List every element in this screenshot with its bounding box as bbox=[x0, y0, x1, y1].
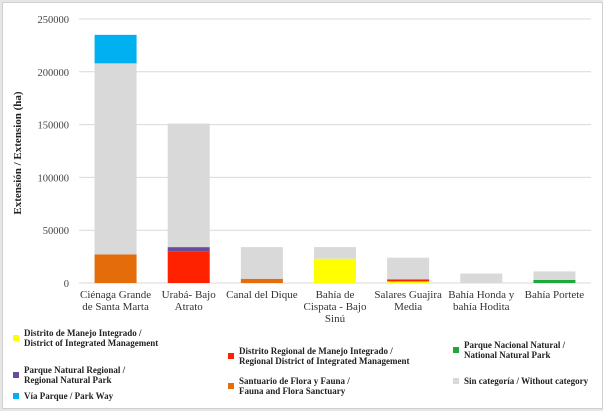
x-category-label: Ciénaga Grande de Santa Marta bbox=[80, 289, 151, 313]
legend-label: Vía Parque / Park Way bbox=[24, 391, 114, 401]
legend-label: Parque Nacional Natural / National Natur… bbox=[464, 340, 566, 360]
bar-segment bbox=[167, 247, 210, 252]
legend-item: Parque Nacional Natural / National Natur… bbox=[453, 340, 565, 360]
legend-item: Distrito de Manejo Integrado / District … bbox=[13, 328, 158, 348]
legend-swatch bbox=[453, 347, 459, 353]
legend-swatch bbox=[13, 372, 19, 378]
legend-item: Vía Parque / Park Way bbox=[13, 391, 113, 401]
legend-swatch bbox=[453, 378, 459, 384]
bar-segment bbox=[533, 279, 576, 283]
y-tick-label: 250000 bbox=[38, 15, 70, 26]
x-category-label: Bahía Portete bbox=[525, 289, 585, 301]
legend-item: Parque Natural Regional / Regional Natur… bbox=[13, 365, 125, 385]
legend-label: Santuario de Flora y Fauna / Fauna and F… bbox=[239, 376, 350, 396]
bar-segment bbox=[460, 273, 503, 283]
legend-item: Santuario de Flora y Fauna / Fauna and F… bbox=[228, 376, 350, 396]
legend-label: Distrito Regional de Manejo Integrado / … bbox=[239, 346, 410, 366]
y-tick-label: 50000 bbox=[43, 226, 69, 237]
x-category-label: Bahía de Cispata - Bajo Sinú bbox=[304, 289, 367, 325]
legend-swatch bbox=[13, 335, 19, 341]
y-tick-label: 0 bbox=[64, 279, 69, 290]
x-category-label: Bahía Honda y bahía Hodita bbox=[448, 289, 514, 313]
legend-label: Distrito de Manejo Integrado / District … bbox=[24, 328, 159, 348]
bar-segment bbox=[94, 34, 137, 64]
bar-segment bbox=[240, 278, 283, 283]
bar-segment bbox=[314, 247, 356, 259]
y-tick-label: 200000 bbox=[38, 68, 70, 79]
bar-segment bbox=[387, 279, 430, 282]
x-category-label: Canal del Dique bbox=[226, 289, 298, 301]
bar-segment bbox=[240, 247, 283, 279]
legend-item: Sin categoría / Without category bbox=[453, 376, 588, 386]
legend-swatch bbox=[228, 353, 234, 359]
bar-segment bbox=[167, 123, 210, 248]
x-category-label: Urabá- Bajo Atrato bbox=[162, 289, 217, 313]
x-category-label: Salares Guajira Media bbox=[374, 289, 442, 313]
bar-segment bbox=[533, 271, 576, 280]
stacked-bar-chart: 0 50000 100000 150000 200000 250000 Ciénaga G… bbox=[12, 15, 591, 325]
y-axis-title: Extensión / Extension (ha) bbox=[12, 91, 24, 214]
bar-segment bbox=[94, 254, 137, 283]
y-tick-label: 100000 bbox=[38, 173, 70, 184]
legend-swatch bbox=[13, 393, 19, 399]
bar-segment bbox=[387, 257, 430, 280]
legend-item: Distrito Regional de Manejo Integrado / … bbox=[228, 346, 409, 366]
bar-segment bbox=[94, 63, 137, 255]
bar-segment bbox=[387, 281, 430, 283]
legend-label: Parque Natural Regional / Regional Natur… bbox=[24, 365, 126, 385]
legend-label: Sin categoría / Without category bbox=[464, 376, 589, 386]
legend-swatch bbox=[228, 383, 234, 389]
bar-segment bbox=[167, 251, 210, 283]
y-tick-label: 150000 bbox=[38, 121, 70, 132]
bar-segment bbox=[314, 258, 356, 283]
